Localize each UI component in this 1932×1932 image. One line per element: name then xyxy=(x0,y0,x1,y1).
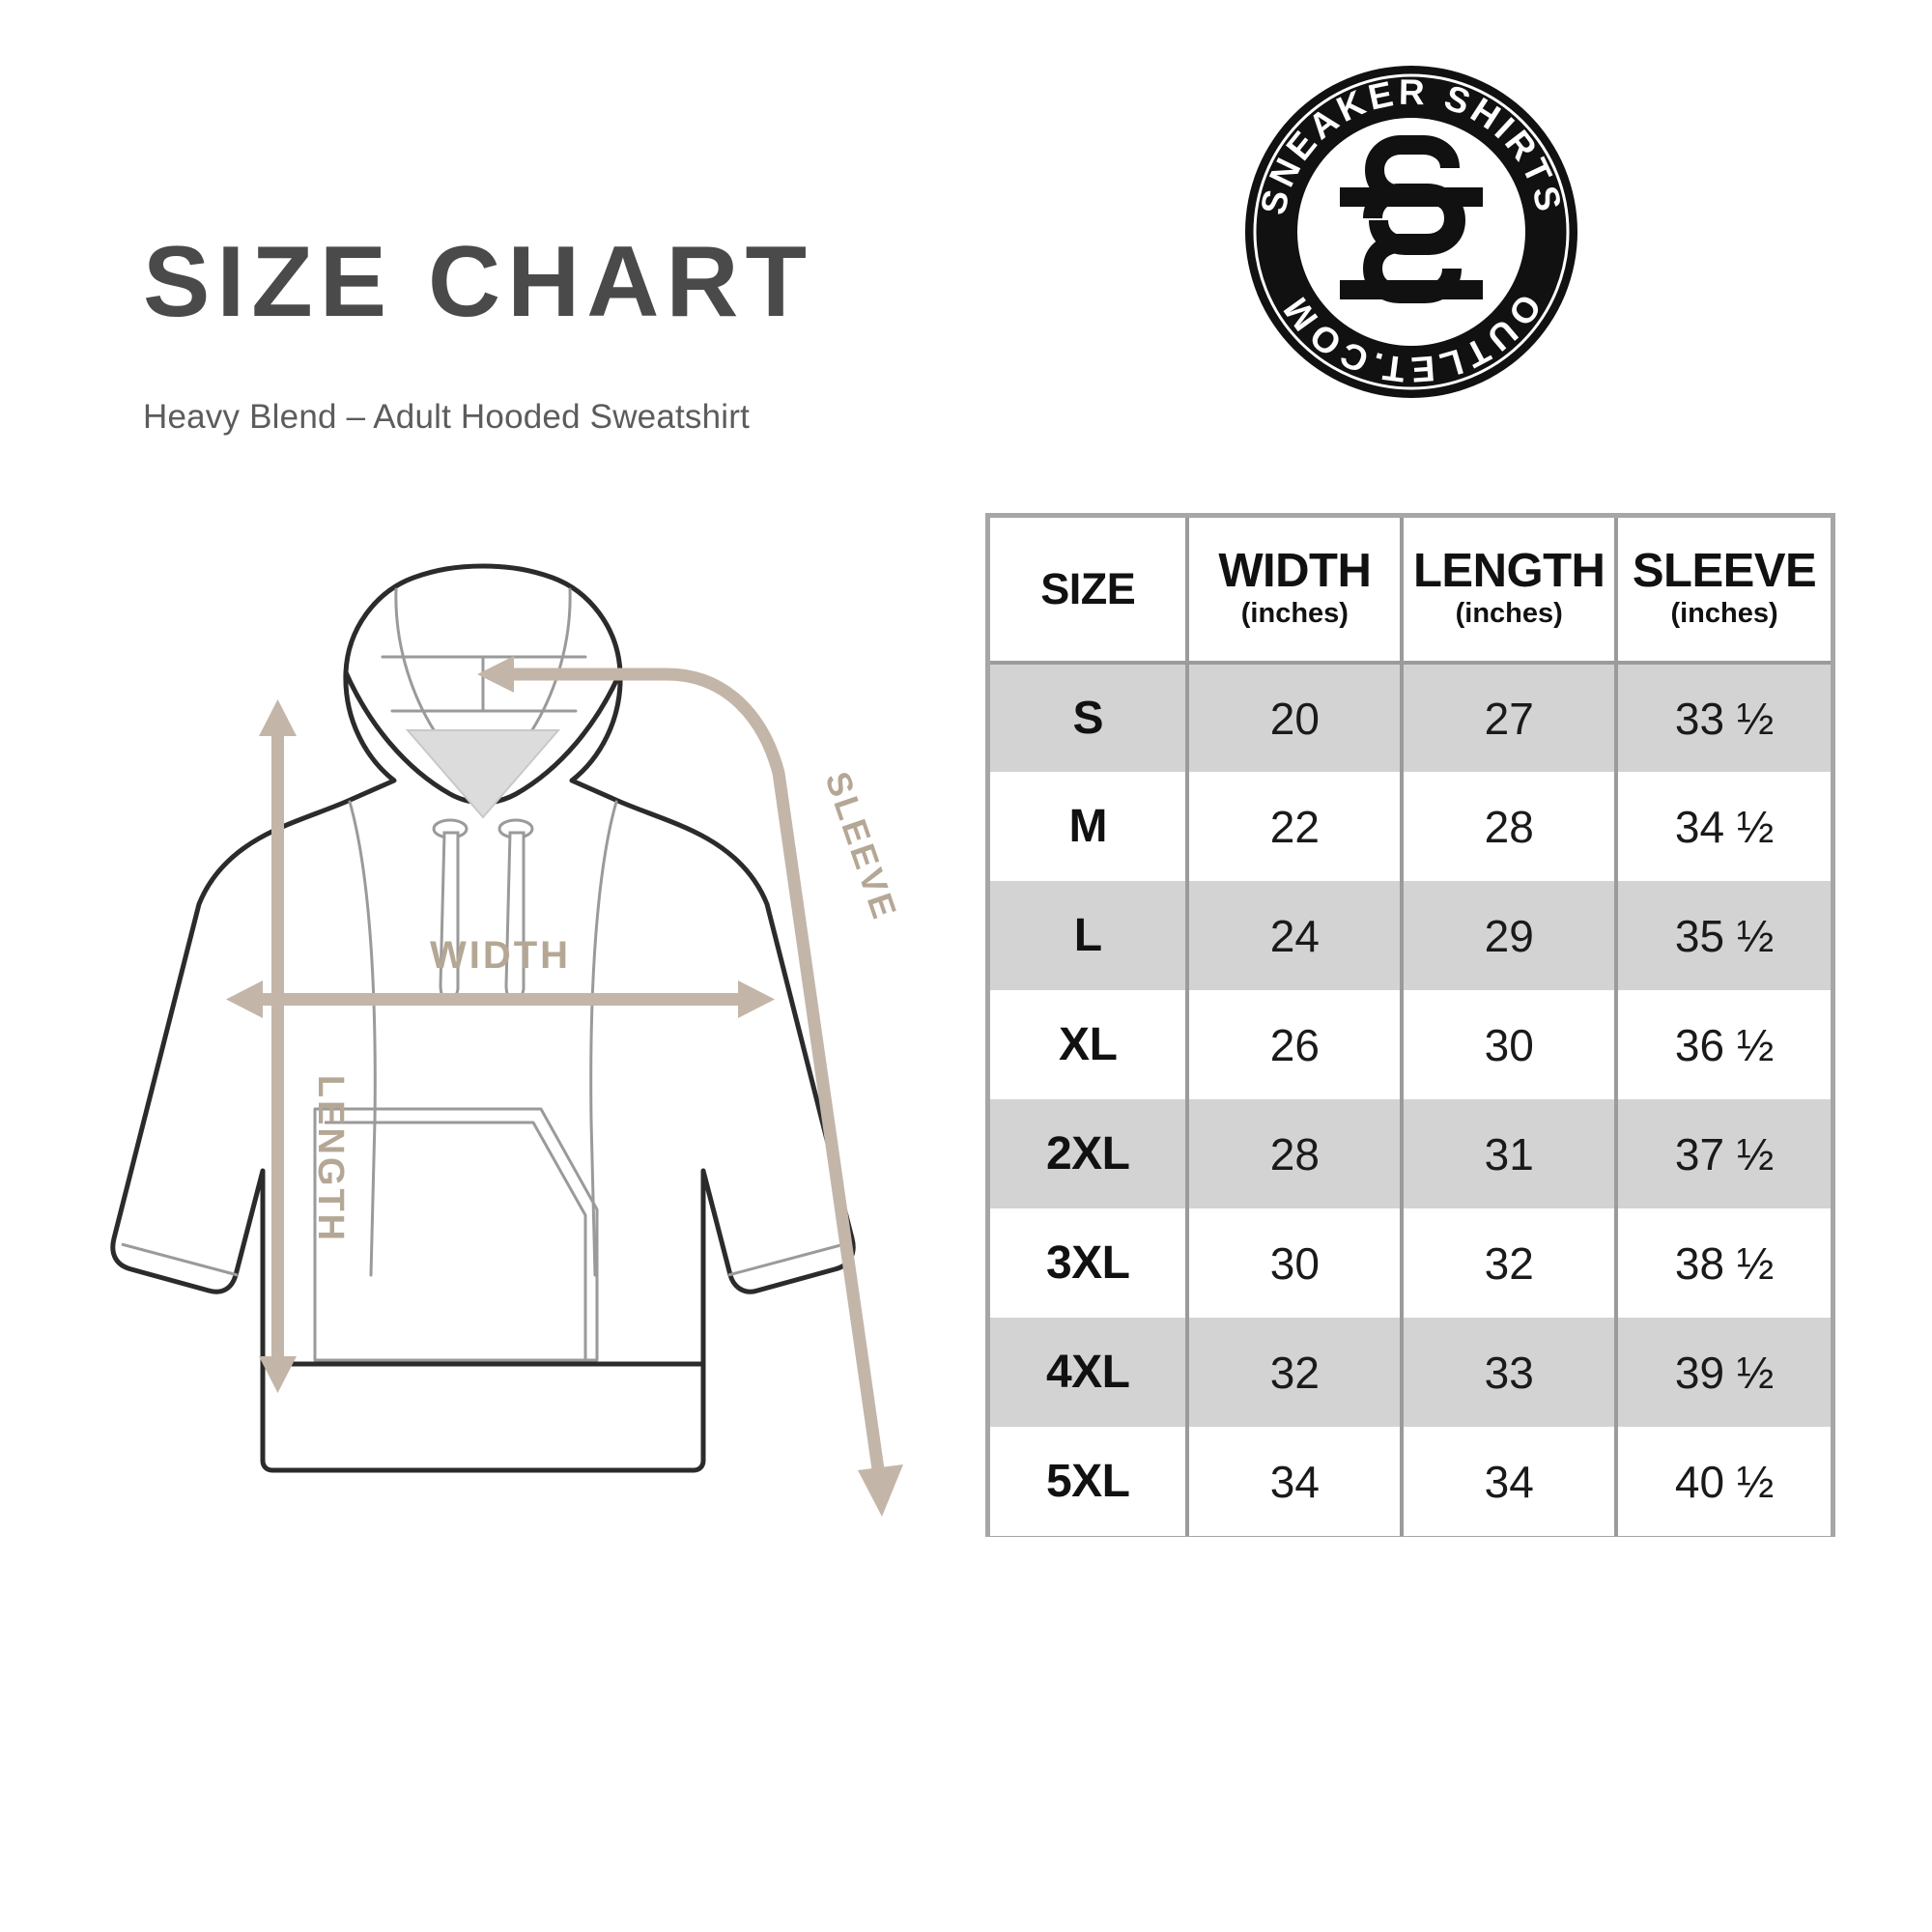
table-header-row: SIZE WIDTH (inches) LENGTH (inches) SLEE… xyxy=(990,518,1831,665)
sleeve-cuffs xyxy=(121,1242,845,1277)
cell-length: 29 xyxy=(1400,881,1619,990)
cell-width: 20 xyxy=(1185,663,1405,772)
length-label: LENGTH xyxy=(310,1075,351,1243)
cell-width: 24 xyxy=(1185,881,1405,990)
column-header-length-label: LENGTH xyxy=(1412,545,1605,598)
cell-size: 2XL xyxy=(990,1099,1190,1208)
brand-logo: SNEAKER SHIRTS OUTLET.COM xyxy=(1239,60,1583,404)
kangaroo-pocket xyxy=(313,1107,599,1362)
table-row: S 20 27 33 ½ xyxy=(990,663,1831,772)
table-row: L 24 29 35 ½ xyxy=(990,881,1831,990)
cell-width: 28 xyxy=(1185,1099,1405,1208)
column-header-size-label: SIZE xyxy=(1040,564,1136,613)
cell-length: 34 xyxy=(1400,1427,1619,1536)
cell-length: 33 xyxy=(1400,1318,1619,1427)
table-row: XL 26 30 36 ½ xyxy=(990,990,1831,1099)
table-header: SIZE WIDTH (inches) LENGTH (inches) SLEE… xyxy=(990,518,1831,665)
cell-width: 26 xyxy=(1185,990,1405,1099)
size-chart-table-container: SIZE WIDTH (inches) LENGTH (inches) SLEE… xyxy=(985,513,1835,1537)
cell-size: 4XL xyxy=(990,1318,1190,1427)
column-header-length-units: (inches) xyxy=(1455,598,1563,630)
table-row: M 22 28 34 ½ xyxy=(990,772,1831,881)
table-row: 3XL 30 32 38 ½ xyxy=(990,1208,1831,1318)
size-chart-table: SIZE WIDTH (inches) LENGTH (inches) SLEE… xyxy=(990,518,1831,1536)
hoodie-illustration: LENGTH WIDTH SLEEVE xyxy=(87,483,976,1575)
hoodie-body-outline xyxy=(110,563,856,1473)
column-header-sleeve: SLEEVE (inches) xyxy=(1614,518,1831,665)
cell-sleeve: 39 ½ xyxy=(1614,1318,1831,1427)
cell-sleeve: 33 ½ xyxy=(1614,663,1831,772)
cell-size: S xyxy=(990,663,1190,772)
column-header-width-label: WIDTH xyxy=(1218,545,1372,598)
column-header-size: SIZE xyxy=(990,518,1190,665)
table-body: S 20 27 33 ½ M 22 28 34 ½ L 24 29 35 ½ XL 26 30 36 ½ 2XL… xyxy=(990,663,1831,1536)
cell-sleeve: 36 ½ xyxy=(1614,990,1831,1099)
sleeve-measure-arrow xyxy=(477,656,903,1517)
column-header-width-units: (inches) xyxy=(1240,598,1349,630)
logo-monogram-ss xyxy=(1340,135,1483,303)
width-measure-arrow xyxy=(226,980,775,1018)
column-header-sleeve-units: (inches) xyxy=(1670,598,1778,630)
neck-gusset xyxy=(405,729,561,819)
table-row: 5XL 34 34 40 ½ xyxy=(990,1427,1831,1536)
cell-sleeve: 37 ½ xyxy=(1614,1099,1831,1208)
header-block: SIZE CHART Heavy Blend – Adult Hooded Sw… xyxy=(143,232,935,437)
cell-length: 31 xyxy=(1400,1099,1619,1208)
cell-length: 32 xyxy=(1400,1208,1619,1318)
cell-sleeve: 40 ½ xyxy=(1614,1427,1831,1536)
cell-width: 22 xyxy=(1185,772,1405,881)
cell-sleeve: 34 ½ xyxy=(1614,772,1831,881)
sleeve-label: SLEEVE xyxy=(817,767,905,926)
cell-size: L xyxy=(990,881,1190,990)
page-title: SIZE CHART xyxy=(143,226,813,338)
cell-size: M xyxy=(990,772,1190,881)
cell-length: 27 xyxy=(1400,663,1619,772)
column-header-length: LENGTH (inches) xyxy=(1400,518,1619,665)
cell-size: 5XL xyxy=(990,1427,1190,1536)
shoulder-seams xyxy=(348,800,618,1277)
cell-sleeve: 38 ½ xyxy=(1614,1208,1831,1318)
length-measure-arrow xyxy=(259,699,297,1393)
logo-ring-divider xyxy=(1253,73,1570,390)
drawstrings xyxy=(432,818,534,1004)
cell-width: 34 xyxy=(1185,1427,1405,1536)
cell-width: 32 xyxy=(1185,1318,1405,1427)
cell-length: 28 xyxy=(1400,772,1619,881)
table-row: 4XL 32 33 39 ½ xyxy=(990,1318,1831,1427)
cell-size: XL xyxy=(990,990,1190,1099)
column-header-width: WIDTH (inches) xyxy=(1185,518,1405,665)
cell-size: 3XL xyxy=(990,1208,1190,1318)
page-subtitle: Heavy Blend – Adult Hooded Sweatshirt xyxy=(143,398,751,436)
width-label: WIDTH xyxy=(430,934,571,977)
column-header-sleeve-label: SLEEVE xyxy=(1632,545,1817,598)
table-row: 2XL 28 31 37 ½ xyxy=(990,1099,1831,1208)
cell-width: 30 xyxy=(1185,1208,1405,1318)
cell-sleeve: 35 ½ xyxy=(1614,881,1831,990)
cell-length: 30 xyxy=(1400,990,1619,1099)
logo-inner-ring xyxy=(1292,112,1531,352)
